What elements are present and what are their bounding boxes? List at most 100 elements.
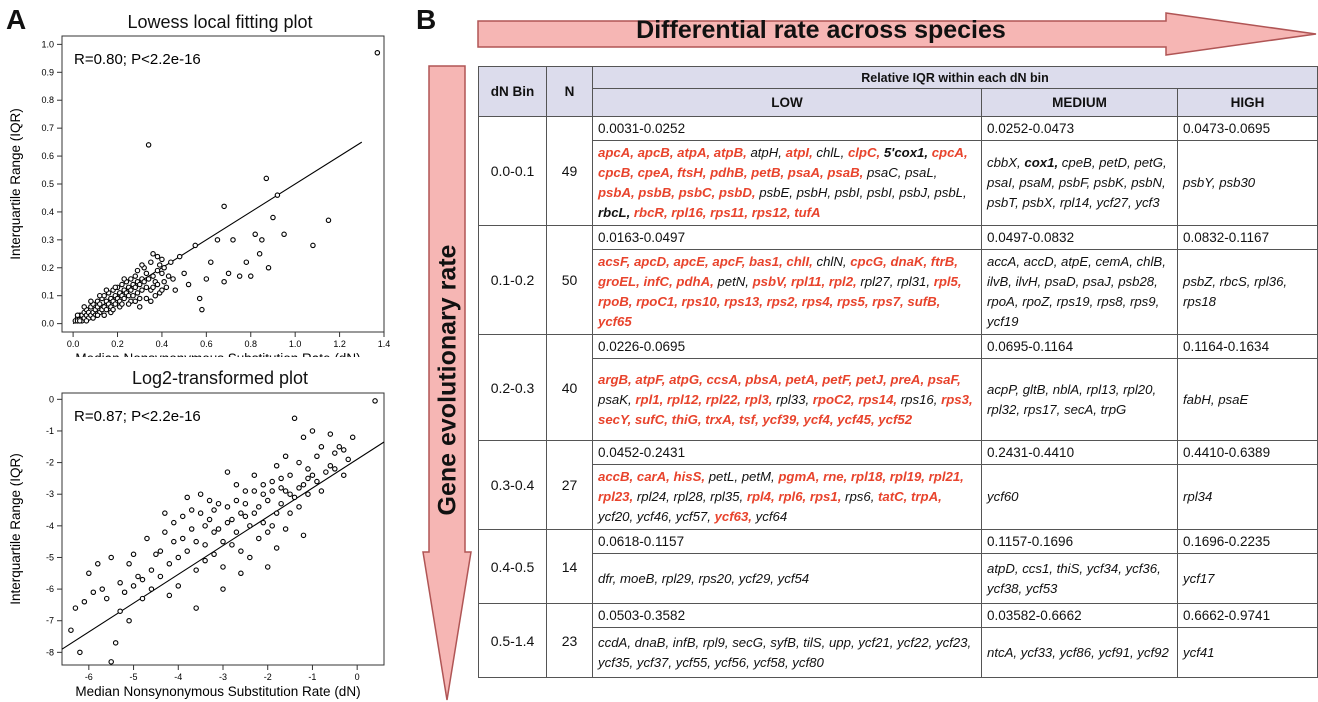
data-point	[94, 312, 101, 318]
data-point	[269, 488, 275, 494]
data-point	[128, 276, 134, 282]
gene-name: rpl12,	[666, 391, 706, 407]
data-point	[220, 564, 226, 570]
iqr-range-high: 0.1696-0.2235	[1177, 529, 1318, 554]
data-point	[110, 306, 116, 313]
data-point	[233, 497, 240, 504]
gene-name: tatC,	[878, 489, 911, 504]
gene-list-medium: accA, accD, atpE, cemA, chlB, ilvB, ilvH…	[981, 249, 1178, 335]
gene-name: rps16,	[900, 391, 942, 407]
data-point	[314, 478, 320, 485]
data-point	[193, 605, 199, 611]
gene-name: moeB,	[620, 570, 662, 586]
data-point	[263, 175, 270, 182]
gene-name: psaM,	[1019, 175, 1059, 190]
gene-name: rpl28,	[673, 489, 711, 504]
n-cell: 49	[546, 116, 593, 226]
gene-name: psbX,	[1022, 195, 1060, 210]
gene-name: rpl9,	[702, 634, 733, 650]
data-point	[314, 453, 320, 460]
iqr-range-high: 0.0832-0.1167	[1177, 225, 1318, 250]
data-point	[101, 312, 107, 318]
gene-name: rpl11,	[790, 274, 829, 289]
gene-name: psaI,	[987, 175, 1020, 190]
data-point	[185, 281, 192, 288]
data-point	[103, 287, 110, 293]
gene-name: ycf3	[1135, 195, 1160, 210]
table-row-genes: dfr, moeB, rpl29, rps20, ycf29, ycf54 atp…	[479, 553, 1318, 604]
gene-name: psbI,	[866, 185, 900, 200]
data-point	[132, 284, 139, 291]
gene-list-high: ycf17	[1177, 553, 1318, 604]
gene-name: petL,	[708, 469, 742, 484]
gene-name: psaL,	[905, 165, 938, 180]
gene-name: rps6,	[845, 489, 879, 504]
data-point	[112, 301, 119, 307]
gene-name: petJ,	[855, 371, 891, 387]
gene-name: psaD,	[1044, 274, 1084, 289]
data-point	[242, 513, 249, 520]
gene-name: ycf52	[878, 411, 913, 427]
x-tick-label: 1.4	[378, 339, 391, 349]
data-point	[247, 554, 253, 561]
gene-name: clpC,	[847, 145, 884, 160]
data-point	[175, 583, 182, 589]
dn-bin-cell: 0.3-0.4	[478, 440, 547, 530]
gene-name: ycf80	[792, 654, 824, 670]
gene-name: pbsA,	[745, 371, 786, 387]
gene-name: petN,	[717, 274, 753, 289]
vertical-arrow-label: Gene evolutionary rate	[433, 244, 462, 516]
iqr-range-high: 0.0473-0.0695	[1177, 116, 1318, 141]
gene-name: apcA,	[598, 145, 638, 160]
gene-name: rps19,	[1056, 294, 1097, 309]
data-point	[166, 592, 173, 599]
iqr-range-medium: 0.03582-0.6662	[981, 603, 1178, 628]
header-low: LOW	[592, 88, 982, 117]
data-point	[325, 217, 332, 224]
data-point	[141, 278, 147, 285]
gene-name: nblA,	[1052, 381, 1087, 397]
data-point	[242, 488, 249, 494]
gene-list-low: argB, atpF, atpG, ccsA, pbsA, petA, petF…	[592, 358, 982, 441]
gene-name: rpl6,	[778, 489, 810, 504]
gene-name: ccsA,	[706, 371, 746, 387]
gene-name: ycf4,	[803, 411, 838, 427]
data-point	[156, 262, 163, 268]
data-point	[305, 466, 311, 472]
data-point	[332, 466, 338, 472]
gene-name: hisS,	[673, 469, 709, 484]
gene-list-high: rpl34	[1177, 464, 1318, 530]
data-point	[145, 276, 152, 282]
dn-bin-cell: 0.2-0.3	[478, 334, 547, 441]
data-point	[273, 462, 280, 469]
data-point	[132, 273, 139, 279]
gene-name: ycf57,	[675, 509, 715, 524]
gene-list-low: ccdA, dnaB, infB, rpl9, secG, syfB, tilS…	[592, 627, 982, 678]
data-point	[153, 551, 159, 558]
gene-name: rpl34	[1183, 489, 1213, 504]
data-point	[340, 472, 347, 478]
gene-name: psbB,	[638, 185, 679, 200]
data-point	[143, 284, 150, 291]
data-point	[281, 231, 287, 238]
x-axis-label: Median Nonsynonymous Substitution Rate (…	[75, 351, 360, 357]
table-row-range: 0.3-0.4 27 0.0452-0.2431 0.2431-0.4410 0.441…	[478, 440, 1318, 530]
gene-name: chlN,	[816, 254, 851, 269]
data-point	[327, 462, 334, 469]
gene-name: psbV,	[752, 274, 791, 289]
gene-name: rps11,	[710, 205, 752, 220]
data-point	[264, 564, 271, 570]
data-point	[221, 278, 227, 285]
gene-list-medium: ntcA, ycf33, ycf86, ycf91, ycf92	[981, 627, 1178, 678]
data-point	[148, 298, 154, 305]
gene-name: rps8,	[1096, 294, 1130, 309]
gene-name: psbK,	[1093, 175, 1132, 190]
table-row-range: 0.1-0.2 50 0.0163-0.0497 0.0497-0.0832 0.083…	[478, 225, 1318, 335]
data-point	[130, 583, 137, 589]
data-point	[291, 415, 298, 422]
gene-name: ycf17	[1183, 570, 1215, 586]
gene-name: chlB,	[1136, 254, 1166, 269]
gene-name: rps17,	[1023, 401, 1064, 417]
gene-name: atpF,	[635, 371, 670, 387]
gene-name: thiS,	[1056, 560, 1087, 576]
